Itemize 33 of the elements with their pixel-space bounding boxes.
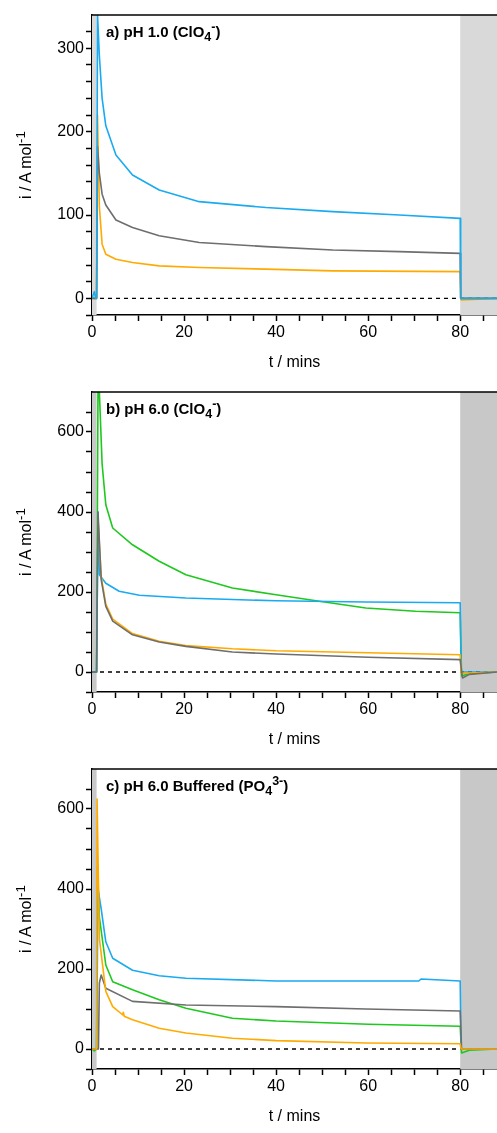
y-tick-label: 200 [57, 122, 85, 140]
y-tick-label: 400 [57, 502, 85, 520]
x-tick-label: 0 [87, 323, 97, 341]
y-tick-label: 400 [57, 879, 85, 897]
y-tick-label: 0 [75, 662, 85, 680]
x-tick-label: 60 [359, 323, 378, 341]
y-tick-label: 600 [57, 422, 85, 440]
x-tick-label: 20 [175, 1077, 194, 1095]
x-tick-label: 0 [87, 1077, 97, 1095]
y-tick-label: 200 [57, 959, 85, 977]
x-tick-label: 0 [87, 700, 97, 718]
x-tick-label: 80 [451, 1077, 470, 1095]
y-tick-label: 100 [57, 205, 85, 223]
text: a) pH 1.0 (ClO$_{4}$$^{-}$) [106, 20, 221, 44]
x-axis-title: t / mins [267, 353, 322, 371]
y-tick-label: 600 [57, 799, 85, 817]
x-axis-title: t / mins [267, 1107, 322, 1125]
x-tick-label: 60 [359, 1077, 378, 1095]
x-tick-label: 20 [175, 700, 194, 718]
y-tick-label: 200 [57, 582, 85, 600]
x-tick-label: 40 [267, 700, 286, 718]
x-tick-label: 40 [267, 323, 286, 341]
x-tick-label: 80 [451, 700, 470, 718]
y-tick-label: 300 [57, 38, 85, 56]
x-tick-label: 40 [267, 1077, 286, 1095]
text: b) pH 6.0 (ClO$_{4}$$^{-}$) [106, 397, 222, 421]
x-tick-label: 20 [175, 323, 194, 341]
x-tick-label: 80 [451, 323, 470, 341]
x-axis-title: t / mins [267, 730, 322, 748]
y-tick-label: 0 [75, 288, 85, 306]
y-tick-label: 0 [75, 1039, 85, 1057]
text: c) pH 6.0 Buffered (PO$_{4}$$^{3-}$) [106, 774, 289, 798]
x-tick-label: 60 [359, 700, 378, 718]
